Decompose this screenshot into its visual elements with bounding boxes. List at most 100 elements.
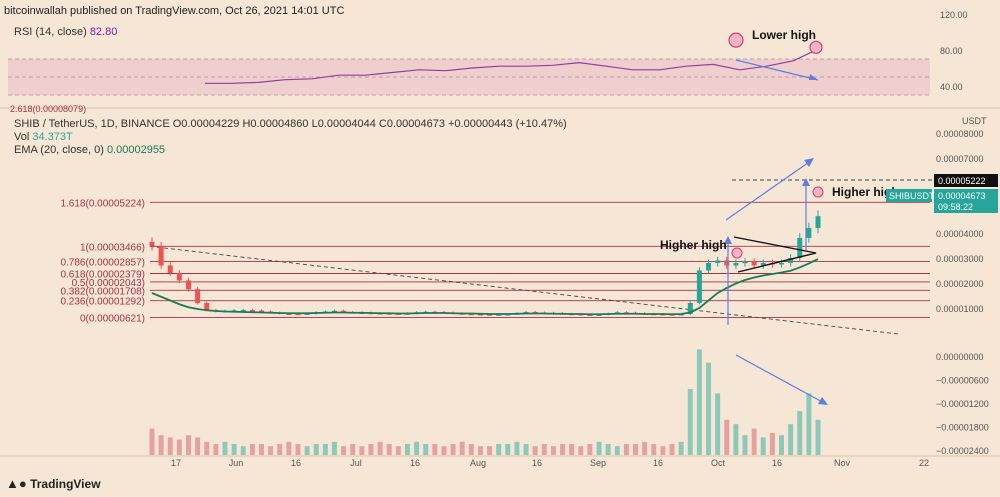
rsi-peak-1 xyxy=(728,32,744,48)
y-tick-10: −0.00001200 xyxy=(936,399,989,409)
candle-body xyxy=(167,265,173,273)
volume-bar xyxy=(322,444,328,455)
volume-bar xyxy=(760,437,766,455)
rsi-arrowhead xyxy=(809,74,818,80)
y-tick-9: −0.00000600 xyxy=(936,376,989,386)
candle-body xyxy=(715,260,721,263)
volume-bar xyxy=(249,444,255,455)
candle-body xyxy=(149,241,155,247)
symbol-legend: SHIB / TetherUS, 1D, BINANCE O0.00004229… xyxy=(14,118,567,130)
rsi-annotation-lower-high: Lower high xyxy=(752,28,816,42)
candle-body xyxy=(779,262,785,265)
triangle-pattern xyxy=(733,236,817,273)
arrow-up-2-head xyxy=(802,178,810,186)
volume-bar xyxy=(258,444,264,455)
volume-bar xyxy=(715,393,721,455)
y-tick-1: 0.00007000 xyxy=(936,154,984,164)
volume-bar xyxy=(404,444,410,455)
volume-bar xyxy=(614,446,620,455)
x-tick-0: 17 xyxy=(171,458,181,468)
volume-bar xyxy=(505,444,511,455)
y-unit: USDT xyxy=(962,116,987,126)
volume-bar xyxy=(742,435,748,455)
volume-bar xyxy=(669,444,675,455)
annotation-higher-high-2: Higher high xyxy=(832,185,899,199)
candle-body xyxy=(304,313,310,315)
volume-bar xyxy=(605,444,611,455)
volume-bar xyxy=(550,446,556,455)
rsi-legend: RSI (14, close) 82.80 xyxy=(14,26,117,38)
volume-bar xyxy=(277,444,283,455)
fib-label-2618: 2.618(0.00008079) xyxy=(10,104,86,114)
volume-divergence-arrow xyxy=(735,354,827,405)
fib-label-4: 0.5(0.00002043) xyxy=(72,278,145,289)
candle-body xyxy=(295,313,301,316)
volume-bar xyxy=(560,444,566,455)
volume-bar xyxy=(368,444,374,455)
x-tick-8: 16 xyxy=(653,458,663,468)
candle-body xyxy=(706,262,712,271)
ema-line xyxy=(151,258,819,316)
candle-body xyxy=(496,314,502,316)
candle-body xyxy=(724,260,730,266)
volume-bar xyxy=(532,446,538,455)
candle-body xyxy=(696,270,702,303)
volume-bar xyxy=(350,444,356,455)
candle-body xyxy=(477,313,483,316)
volume-bar xyxy=(195,437,201,455)
rsi-tick-2: 40.00 xyxy=(940,82,963,92)
symbol-badge-text: SHIBUSDT xyxy=(889,191,935,201)
volume-bar xyxy=(642,441,648,455)
volume-bar xyxy=(724,419,730,455)
volume-bar xyxy=(487,446,493,455)
volume-bar xyxy=(788,424,794,455)
volume-bar xyxy=(341,446,347,455)
x-tick-10: 16 xyxy=(772,458,782,468)
candle-body xyxy=(742,261,748,264)
volume-bar xyxy=(751,428,757,455)
fib-label-0: 1.618(0.00005224) xyxy=(60,198,145,209)
candle-body xyxy=(341,310,347,313)
y-tick-5: 0.00003000 xyxy=(936,254,984,264)
y-tick-4: 0.00004000 xyxy=(936,229,984,239)
volume-label: Vol xyxy=(14,131,30,143)
rsi-peak-2 xyxy=(809,40,823,54)
candle-body xyxy=(204,302,210,310)
symbol-pair: SHIB / TetherUS, 1D, BINANCE xyxy=(14,118,170,130)
volume-bar xyxy=(423,444,429,455)
candle-body xyxy=(788,257,794,263)
volume-bar xyxy=(523,444,529,455)
candle-body xyxy=(286,313,292,315)
target-price-text: 0.00005222 xyxy=(938,176,986,186)
volume-value: 34.373T xyxy=(32,131,73,143)
volume-bar xyxy=(477,446,483,455)
price-peak-1 xyxy=(731,247,743,259)
projection-arrow xyxy=(725,159,813,221)
volume-bar xyxy=(331,441,337,455)
volume-bar xyxy=(222,441,228,455)
candle-body xyxy=(176,272,182,281)
price-peak-2 xyxy=(812,186,824,198)
projection-arrowhead xyxy=(804,158,814,167)
candle-body xyxy=(185,280,191,290)
volume-bar xyxy=(578,446,584,455)
rsi-label: RSI (14, close) xyxy=(14,26,87,38)
candle-body xyxy=(806,227,812,238)
rsi-value: 82.80 xyxy=(89,26,118,38)
fib-label-6: 0.236(0.00001292) xyxy=(60,297,145,308)
volume-bar xyxy=(213,444,219,455)
volume-bar xyxy=(687,389,693,455)
candle-body xyxy=(158,246,164,266)
candle-body xyxy=(487,314,493,316)
rsi-band xyxy=(8,59,930,95)
volume-bar xyxy=(295,444,301,455)
volume-bar xyxy=(185,435,191,455)
y-tick-0: 0.00008000 xyxy=(936,129,984,139)
candle-body xyxy=(468,313,474,316)
fib-label-1: 1(0.00003466) xyxy=(80,242,145,253)
candle-body xyxy=(733,262,739,266)
arrow-up-1-head xyxy=(724,236,732,244)
fib-label-5: 0.382(0.00001708) xyxy=(60,286,145,297)
